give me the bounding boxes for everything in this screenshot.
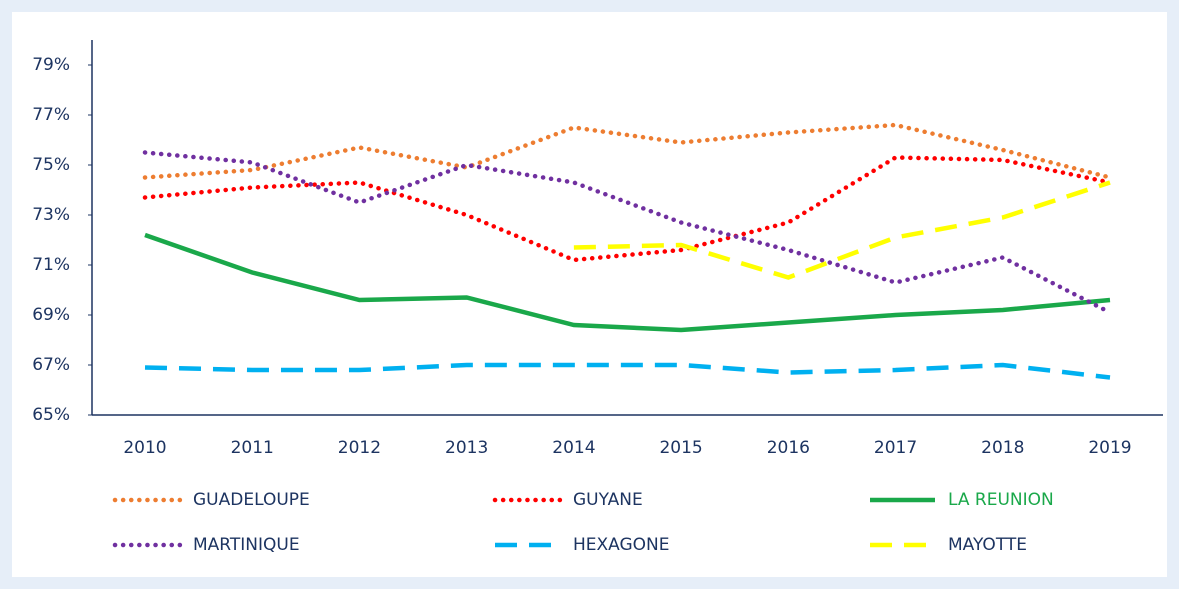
legend-label: HEXAGONE xyxy=(573,535,670,555)
legend-label: MAYOTTE xyxy=(948,535,1027,555)
x-tick-label: 2017 xyxy=(874,438,917,458)
y-tick-label: 79% xyxy=(32,55,70,75)
series-line xyxy=(142,150,1113,315)
series-line xyxy=(573,180,1111,280)
legend-label: GUYANE xyxy=(573,490,643,510)
x-tick-label: 2013 xyxy=(445,438,488,458)
y-tick-label: 73% xyxy=(32,205,70,225)
x-tick-label: 2018 xyxy=(981,438,1024,458)
x-tick-label: 2011 xyxy=(231,438,274,458)
x-tick-label: 2012 xyxy=(338,438,381,458)
legend-label: MARTINIQUE xyxy=(193,535,300,555)
series-line xyxy=(142,122,1113,180)
series-line xyxy=(142,155,1113,263)
panel xyxy=(12,12,1167,577)
y-tick-label: 75% xyxy=(32,155,70,175)
x-tick-label: 2019 xyxy=(1088,438,1131,458)
series-line xyxy=(144,362,1111,380)
y-tick-label: 77% xyxy=(32,105,70,125)
y-tick-label: 71% xyxy=(32,255,70,275)
x-tick-label: 2016 xyxy=(767,438,810,458)
y-tick-label: 67% xyxy=(32,355,70,375)
legend-label: LA REUNION xyxy=(948,490,1054,510)
y-tick-label: 65% xyxy=(32,405,70,425)
x-tick-label: 2014 xyxy=(552,438,595,458)
series-line xyxy=(144,232,1111,333)
y-tick-label: 69% xyxy=(32,305,70,325)
x-tick-label: 2010 xyxy=(123,438,166,458)
legend-label: GUADELOUPE xyxy=(193,490,310,510)
x-tick-label: 2015 xyxy=(659,438,702,458)
